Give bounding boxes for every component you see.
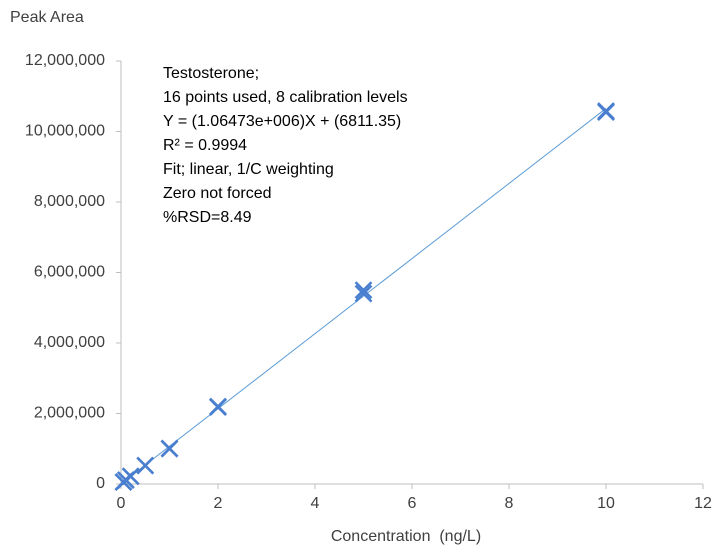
data-point	[136, 456, 155, 475]
y-tick-label: 4,000,000	[34, 334, 105, 351]
y-tick-label: 12,000,000	[25, 52, 105, 69]
annotation: Zero not forced	[163, 185, 272, 202]
y-tick-label: 6,000,000	[34, 264, 105, 281]
data-point	[209, 397, 227, 416]
annotation: Fit; linear, 1/C weighting	[163, 161, 334, 178]
y-tick-label: 10,000,000	[25, 123, 105, 140]
y-tick-label: 8,000,000	[34, 193, 105, 210]
data-point	[354, 281, 373, 300]
x-axis-title: Concentration (ng/L)	[331, 528, 481, 545]
x-tick-label: 0	[117, 495, 126, 512]
data-point	[597, 102, 615, 120]
x-tick-label: 4	[311, 495, 320, 512]
annotation: %RSD=8.49	[163, 209, 252, 226]
y-axis-title: Peak Area	[10, 9, 84, 26]
y-tick-label: 2,000,000	[34, 405, 105, 422]
x-tick-label: 6	[408, 495, 417, 512]
annotation: 16 points used, 8 calibration levels	[163, 89, 408, 106]
annotation: Y = (1.06473e+006)X + (6811.35)	[163, 113, 401, 130]
data-point	[121, 467, 140, 486]
x-tick-label: 8	[505, 495, 514, 512]
x-tick-label: 2	[214, 495, 223, 512]
x-tick-label: 12	[694, 495, 712, 512]
data-point	[354, 284, 373, 303]
x-tick-label: 10	[597, 495, 615, 512]
data-point	[160, 439, 179, 458]
y-tick-label: 0	[96, 475, 105, 492]
annotation: R² = 0.9994	[163, 137, 247, 154]
annotation: Testosterone;	[163, 65, 259, 82]
